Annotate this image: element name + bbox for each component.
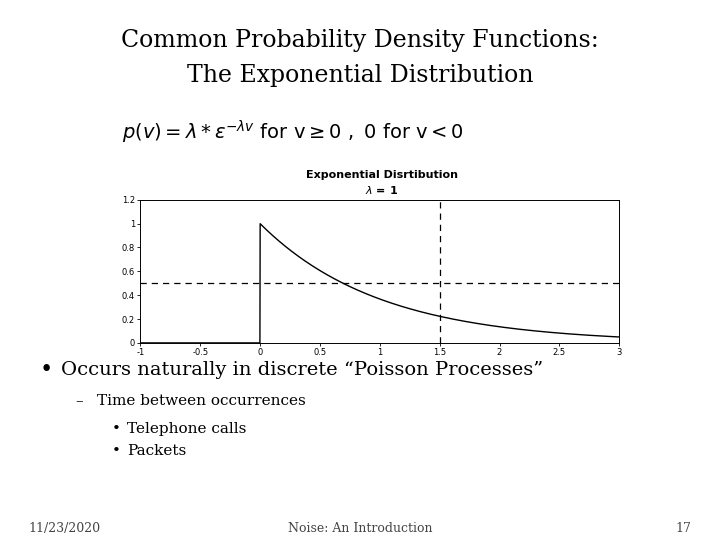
Text: Telephone calls: Telephone calls [127,422,247,436]
Text: –: – [76,394,84,408]
Text: Exponential Disrtibution: Exponential Disrtibution [305,171,458,180]
Text: •: • [40,359,53,381]
Text: The Exponential Distribution: The Exponential Distribution [186,64,534,87]
Text: Packets: Packets [127,444,186,458]
Text: Time between occurrences: Time between occurrences [97,394,306,408]
Text: 17: 17 [675,522,691,535]
Text: $p(v)= \lambda * \varepsilon^{-\lambda v}$$\mathrm{\ for\ v \geq 0\ ,\ 0\ for\ v: $p(v)= \lambda * \varepsilon^{-\lambda v… [122,119,464,146]
Text: 11/23/2020: 11/23/2020 [29,522,101,535]
Text: $\lambda$ = 1: $\lambda$ = 1 [365,184,398,196]
Text: Common Probability Density Functions:: Common Probability Density Functions: [121,29,599,52]
Text: •: • [112,422,120,436]
Text: •: • [112,444,120,458]
Text: Occurs naturally in discrete “Poisson Processes”: Occurs naturally in discrete “Poisson Pr… [61,361,544,379]
Text: Noise: An Introduction: Noise: An Introduction [288,522,432,535]
